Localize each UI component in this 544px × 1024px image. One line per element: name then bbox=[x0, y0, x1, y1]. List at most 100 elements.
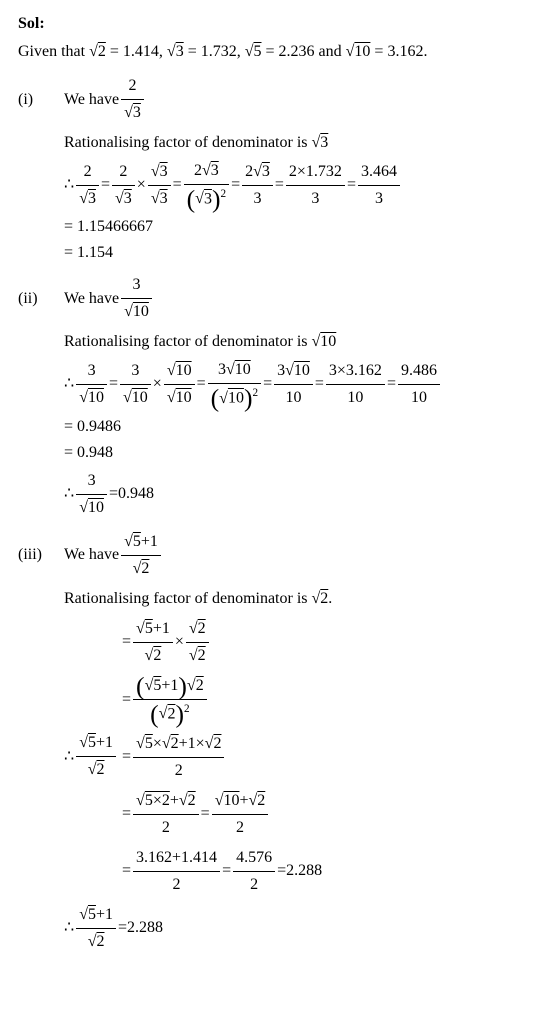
eqii-fd: 10 bbox=[88, 499, 104, 516]
eq-iii-row2: = (5+1)2 (2)2 bbox=[122, 672, 526, 728]
eqii-d3: 10 bbox=[176, 389, 192, 406]
eqi-n6: 2×1.732 bbox=[286, 160, 345, 186]
eqiii-fn: 5 bbox=[88, 906, 96, 923]
frac-iii-plus: +1 bbox=[141, 533, 158, 550]
eq-iii: ∴ 5+12 = 5+12 × 22 = (5+1)2 (2)2 = 5×2+1… bbox=[64, 613, 526, 899]
sqrt3-val: 1.732 bbox=[201, 43, 237, 60]
eq-i-r2: = 1.154 bbox=[64, 241, 526, 265]
eqii-n7: 9.486 bbox=[398, 359, 440, 385]
sqrt2-val: 1.414 bbox=[123, 43, 159, 60]
eqiii-lp: +1 bbox=[96, 734, 113, 751]
frac-iii-na: 5 bbox=[133, 533, 141, 550]
frac-ii-num: 3 bbox=[121, 273, 152, 299]
sqrt2: 2 bbox=[98, 43, 106, 60]
eq-ii: ∴ 310 = 310 × 1010 = 310(10)2 = 31010 = … bbox=[64, 356, 526, 412]
eqiii-fd: 2 bbox=[96, 933, 104, 950]
eqii-d5: 10 bbox=[274, 385, 313, 410]
eq-iii-row5: = 3.162+1.4142 = 4.5762 = 2.288 bbox=[122, 844, 526, 899]
given-end: . bbox=[423, 43, 427, 60]
eqii-d6: 10 bbox=[326, 385, 385, 410]
eqi-n1: 2 bbox=[76, 160, 99, 186]
rational-i-text: Rationalising factor of denominator is bbox=[64, 134, 312, 151]
r5r: 2.288 bbox=[286, 859, 322, 883]
eq-iii-row1: = 5+12 × 22 bbox=[122, 615, 526, 670]
rational-ii-val: 10 bbox=[320, 333, 336, 350]
eqi-d6: 3 bbox=[286, 186, 345, 211]
eqi-d3: 3 bbox=[160, 190, 168, 207]
part-ii-num: (ii) bbox=[18, 287, 64, 311]
eqi-n2: 2 bbox=[112, 160, 135, 186]
part-iii-num: (iii) bbox=[18, 543, 64, 567]
r5d: 2 bbox=[133, 872, 220, 897]
r4a: 5×2 bbox=[145, 792, 170, 809]
therefore-icon-2: ∴ bbox=[64, 372, 74, 396]
r1p: +1 bbox=[153, 620, 170, 637]
rational-ii-text: Rationalising factor of denominator is bbox=[64, 333, 312, 350]
eqi-n4: 3 bbox=[211, 162, 219, 179]
rational-i-val: 3 bbox=[320, 134, 328, 151]
eq-i-r1: = 1.15466667 bbox=[64, 215, 526, 239]
frac-ii-den: 10 bbox=[133, 303, 149, 320]
part-i-header: (i) We have 2 3 bbox=[18, 72, 526, 127]
rational-iii-text: Rationalising factor of denominator is bbox=[64, 590, 312, 607]
eqii-d7: 10 bbox=[398, 385, 440, 410]
r5a: 3.162+1.414 bbox=[133, 846, 220, 872]
rational-iii: Rationalising factor of denominator is 2… bbox=[64, 587, 526, 611]
eq-iii-row4: = 5×2+2 2 = 10+2 2 bbox=[122, 787, 526, 842]
given-statement: Given that 2 = 1.414, 3 = 1.732, 5 = 2.2… bbox=[18, 40, 526, 64]
given-prefix: Given that bbox=[18, 43, 89, 60]
frac-i-den: 3 bbox=[133, 104, 141, 121]
r5e: 2 bbox=[233, 872, 275, 897]
r1d: 2 bbox=[153, 647, 161, 664]
r4c: 10 bbox=[223, 792, 239, 809]
eqii-d4: 10 bbox=[228, 390, 244, 407]
part-iii-header: (iii) We have 5+1 2 bbox=[18, 528, 526, 583]
r5b: 4.576 bbox=[233, 846, 275, 872]
r3c: 2 bbox=[213, 735, 221, 752]
frac-iii-den: 2 bbox=[141, 560, 149, 577]
eq-ii-r1: = 0.9486 bbox=[64, 415, 526, 439]
r3a: 5 bbox=[145, 735, 153, 752]
eqi-n5: 3 bbox=[262, 163, 270, 180]
eqi-d2: 3 bbox=[124, 190, 132, 207]
sqrt10: 10 bbox=[354, 43, 370, 60]
r2p: +1 bbox=[161, 677, 178, 694]
frac-i-num: 2 bbox=[121, 74, 144, 100]
r3b: 2 bbox=[171, 735, 179, 752]
sqrt5: 5 bbox=[254, 43, 262, 60]
eqii-n5: 10 bbox=[294, 362, 310, 379]
solution-label: Sol: bbox=[18, 12, 526, 36]
eqii-d1: 10 bbox=[88, 389, 104, 406]
eqi-n7: 3.464 bbox=[358, 160, 400, 186]
eqi-d1: 3 bbox=[88, 190, 96, 207]
eqi-n3: 3 bbox=[160, 163, 168, 180]
eqiii-ln: 5 bbox=[88, 734, 96, 751]
frac-ii: 3 10 bbox=[121, 273, 152, 324]
r4b: 2 bbox=[188, 792, 196, 809]
wehave-i: We have bbox=[64, 88, 119, 112]
r1n2: 2 bbox=[198, 620, 206, 637]
r4d: 2 bbox=[257, 792, 265, 809]
eqiii-fp: +1 bbox=[96, 906, 113, 923]
eq-ii-r2: = 0.948 bbox=[64, 441, 526, 465]
eq-i: ∴ 23 = 23 × 33 = 23(3)2 = 233 = 2×1.7323… bbox=[64, 157, 526, 213]
eqi-d7: 3 bbox=[358, 186, 400, 211]
rational-ii: Rationalising factor of denominator is 1… bbox=[64, 330, 526, 354]
eq-ii-final: ∴ 310 = 0.948 bbox=[64, 467, 526, 522]
given-and: and bbox=[319, 43, 346, 60]
eq-iii-final: ∴ 5+12 = 2.288 bbox=[64, 901, 526, 956]
eqii-n4: 10 bbox=[235, 361, 251, 378]
sqrt5-val: 2.236 bbox=[279, 43, 315, 60]
eq-iii-row3: = 5×2+1×2 2 bbox=[122, 730, 526, 785]
therefore-icon-3: ∴ bbox=[64, 482, 74, 506]
wehave-iii: We have bbox=[64, 543, 119, 567]
r1n: 5 bbox=[145, 620, 153, 637]
wehave-ii: We have bbox=[64, 287, 119, 311]
eqii-n2: 3 bbox=[120, 359, 151, 385]
rational-i: Rationalising factor of denominator is 3 bbox=[64, 131, 526, 155]
eqii-n3: 10 bbox=[176, 362, 192, 379]
eqii-n6: 3×3.162 bbox=[326, 359, 385, 385]
eqiii-ld: 2 bbox=[96, 761, 104, 778]
sqrt10-val: 3.162 bbox=[387, 43, 423, 60]
eqi-d4: 3 bbox=[204, 190, 212, 207]
